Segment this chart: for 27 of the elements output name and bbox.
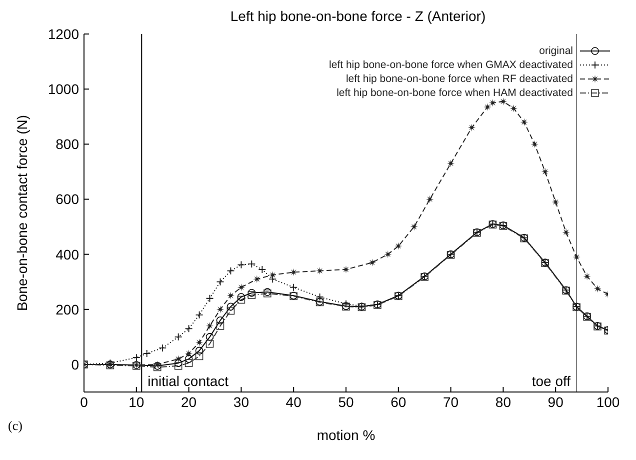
chart-title: Left hip bone-on-bone force - Z (Anterior)	[229, 8, 487, 24]
x-tick-label: 80	[495, 394, 512, 410]
y-tick-label: 800	[56, 136, 80, 152]
legend-label: left hip bone-on-bone force when HAM deactivated	[336, 86, 573, 100]
x-tick-label: 10	[128, 394, 144, 410]
y-tick-label: 200	[56, 301, 80, 318]
y-tick-label: 400	[56, 246, 80, 262]
ref-line-label: toe off	[532, 373, 571, 389]
y-tick-label: 1200	[48, 26, 80, 42]
y-axis-title: Bone-on-bone contact force (N)	[14, 114, 30, 312]
ref-line-label: initial contact	[148, 373, 229, 389]
x-tick-label: 50	[338, 394, 354, 410]
y-tick-label: 1000	[48, 81, 80, 98]
x-axis-title: motion %	[316, 427, 376, 443]
x-tick-label: 30	[233, 394, 250, 410]
legend-label: left hip bone-on-bone force when RF deactivated	[346, 72, 573, 86]
x-tick-label: 90	[548, 394, 564, 410]
x-tick-label: 70	[443, 394, 459, 410]
legend-label: original	[539, 44, 573, 58]
x-tick-label: 100	[596, 394, 620, 410]
x-tick-label: 40	[286, 394, 302, 410]
x-tick-label: 60	[390, 394, 406, 410]
legend-label: left hip bone-on-bone force when GMAX deactivated	[329, 58, 573, 72]
y-tick-label: 600	[56, 191, 80, 208]
x-tick-label: 20	[181, 394, 197, 410]
text: (c)	[8, 418, 22, 434]
y-tick-label: 0	[71, 356, 80, 372]
